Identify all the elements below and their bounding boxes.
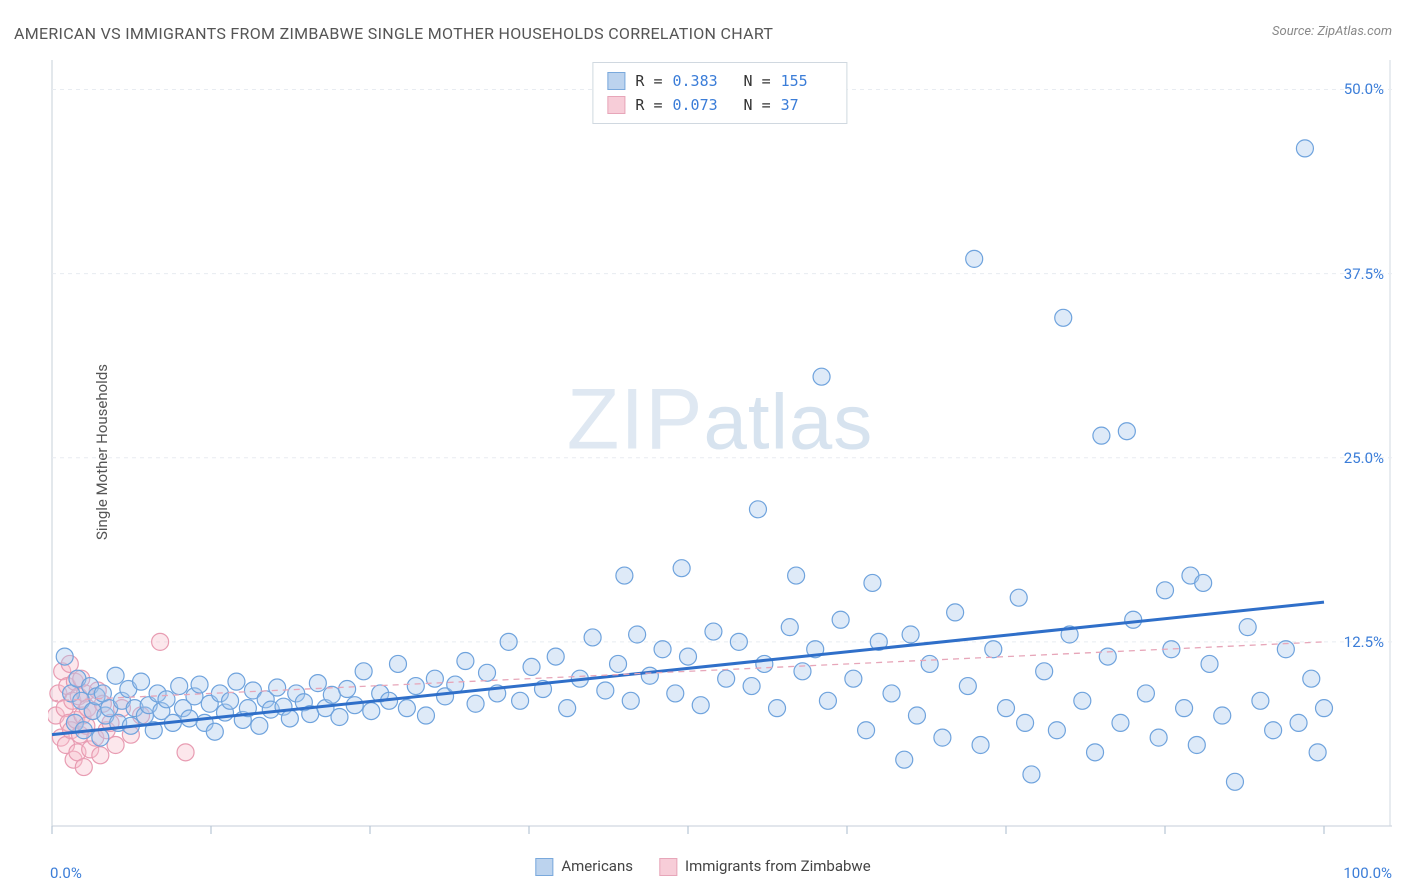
- legend-stat-row: R =0.383 N =155: [607, 69, 832, 93]
- legend-swatch: [607, 96, 625, 114]
- legend-swatch: [535, 858, 553, 876]
- legend-item: Immigrants from Zimbabwe: [659, 857, 871, 876]
- legend-series: Americans Immigrants from Zimbabwe: [535, 857, 870, 876]
- x-axis-min-label: 0.0%: [50, 864, 82, 882]
- legend-swatch: [659, 858, 677, 876]
- y-tick-label: 25.0%: [1344, 449, 1384, 467]
- legend-stats: R =0.383 N =155R =0.073 N =37: [592, 62, 847, 124]
- x-axis-max-label: 100.0%: [1343, 864, 1392, 882]
- source-attribution: Source: ZipAtlas.com: [1272, 24, 1392, 39]
- plot-area: Single Mother Households ZIPatlas R =0.3…: [48, 58, 1392, 846]
- chart-title: AMERICAN VS IMMIGRANTS FROM ZIMBABWE SIN…: [14, 24, 773, 43]
- y-tick-label: 37.5%: [1344, 265, 1384, 283]
- legend-swatch: [607, 72, 625, 90]
- y-tick-label: 50.0%: [1344, 80, 1384, 98]
- legend-stat-row: R =0.073 N =37: [607, 93, 832, 117]
- y-tick-label: 12.5%: [1344, 633, 1384, 651]
- scatter-chart: [48, 58, 1392, 846]
- legend-item: Americans: [535, 857, 633, 876]
